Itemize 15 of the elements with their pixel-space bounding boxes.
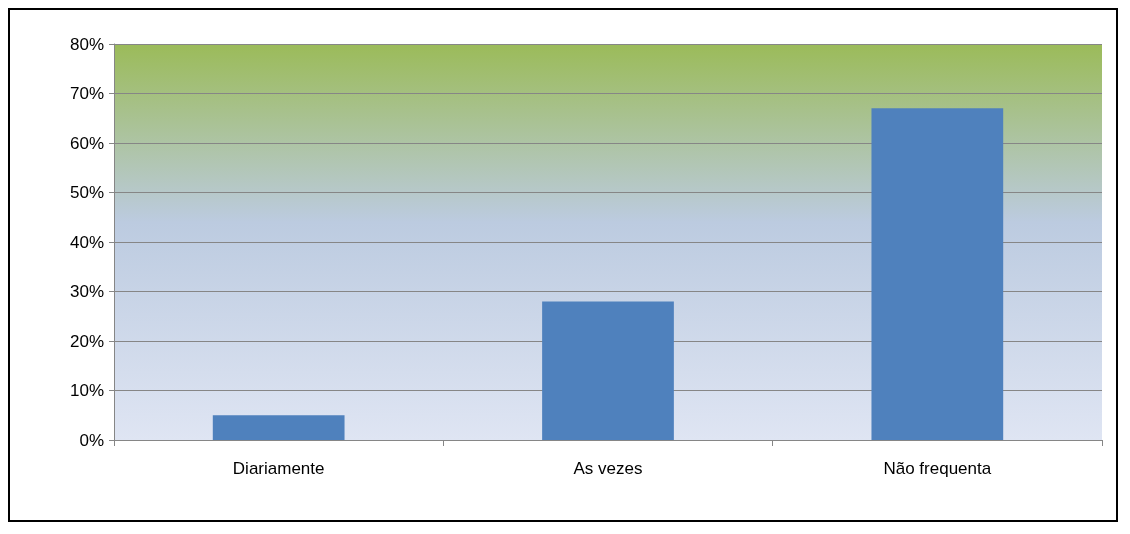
x-tick-label: Não frequenta xyxy=(883,459,992,478)
bar xyxy=(871,108,1004,440)
x-tick-label: Diariamente xyxy=(232,459,325,478)
y-tick-label: 30% xyxy=(69,282,104,301)
bar xyxy=(542,301,674,440)
y-tick-label: 70% xyxy=(69,84,104,103)
y-tick-label: 0% xyxy=(79,430,104,450)
x-tick-label: As vezes xyxy=(573,459,643,478)
y-tick-label: 60% xyxy=(69,133,104,153)
y-tick-label: 20% xyxy=(69,331,104,351)
y-tick-label: 40% xyxy=(69,232,104,252)
y-tick-label: 50% xyxy=(69,183,104,202)
y-tick-label: 80% xyxy=(69,34,104,54)
bar xyxy=(212,415,345,440)
y-tick-label: 10% xyxy=(69,381,104,400)
